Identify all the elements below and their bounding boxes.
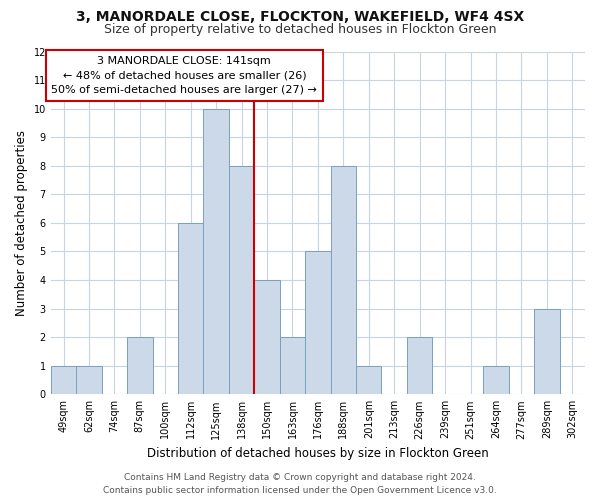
Bar <box>254 280 280 394</box>
Y-axis label: Number of detached properties: Number of detached properties <box>15 130 28 316</box>
X-axis label: Distribution of detached houses by size in Flockton Green: Distribution of detached houses by size … <box>147 447 489 460</box>
Bar <box>407 337 433 394</box>
Text: 3, MANORDALE CLOSE, FLOCKTON, WAKEFIELD, WF4 4SX: 3, MANORDALE CLOSE, FLOCKTON, WAKEFIELD,… <box>76 10 524 24</box>
Text: Size of property relative to detached houses in Flockton Green: Size of property relative to detached ho… <box>104 22 496 36</box>
Text: Contains HM Land Registry data © Crown copyright and database right 2024.
Contai: Contains HM Land Registry data © Crown c… <box>103 474 497 495</box>
Bar <box>203 108 229 395</box>
Bar <box>483 366 509 394</box>
Bar <box>331 166 356 394</box>
Bar <box>229 166 254 394</box>
Bar <box>356 366 382 394</box>
Bar <box>280 337 305 394</box>
Bar <box>127 337 152 394</box>
Bar <box>534 308 560 394</box>
Bar <box>51 366 76 394</box>
Bar <box>76 366 101 394</box>
Text: 3 MANORDALE CLOSE: 141sqm
← 48% of detached houses are smaller (26)
50% of semi-: 3 MANORDALE CLOSE: 141sqm ← 48% of detac… <box>52 56 317 96</box>
Bar <box>178 223 203 394</box>
Bar <box>305 252 331 394</box>
